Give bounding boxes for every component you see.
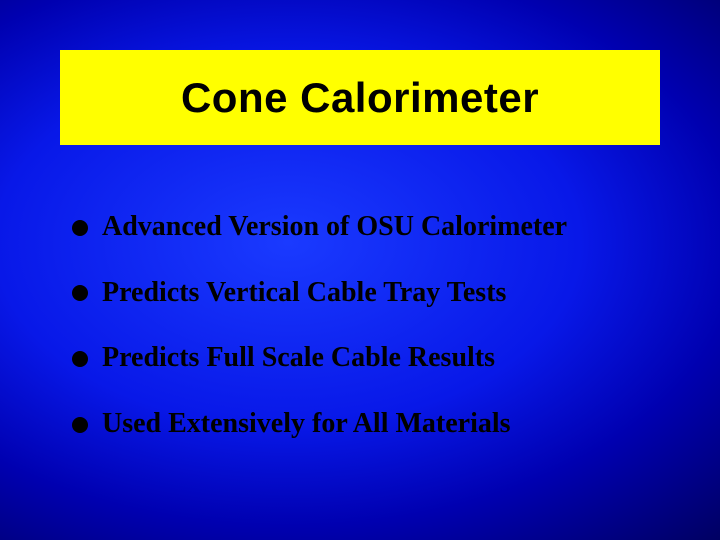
bullet-icon [72, 417, 88, 433]
bullet-text: Predicts Full Scale Cable Results [102, 341, 495, 375]
list-item: Predicts Full Scale Cable Results [72, 341, 662, 375]
bullet-icon [72, 220, 88, 236]
bullet-text: Advanced Version of OSU Calorimeter [102, 210, 567, 244]
slide-title: Cone Calorimeter [181, 74, 539, 122]
bullet-icon [72, 285, 88, 301]
list-item: Used Extensively for All Materials [72, 407, 662, 441]
title-box: Cone Calorimeter [60, 50, 660, 145]
list-item: Advanced Version of OSU Calorimeter [72, 210, 662, 244]
bullet-text: Used Extensively for All Materials [102, 407, 511, 441]
bullet-icon [72, 351, 88, 367]
list-item: Predicts Vertical Cable Tray Tests [72, 276, 662, 310]
bullet-text: Predicts Vertical Cable Tray Tests [102, 276, 506, 310]
bullet-list: Advanced Version of OSU Calorimeter Pred… [72, 210, 662, 472]
